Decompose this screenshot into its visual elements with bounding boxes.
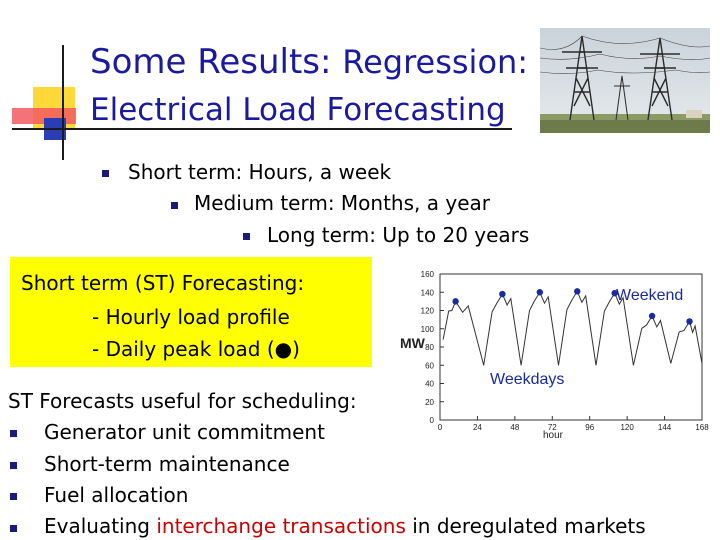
x-tick-label: 48 <box>510 423 519 432</box>
decorative-vertical-line <box>62 45 64 160</box>
use-interchange-prefix: Evaluating <box>44 514 157 538</box>
slide-title-line1: Some Results: Regression: <box>90 45 528 79</box>
x-tick-label: 0 <box>438 423 443 432</box>
bullet-marker <box>171 202 178 209</box>
bullet-marker <box>102 170 109 177</box>
title-part1: Some Results: <box>90 42 332 82</box>
x-tick-label: 144 <box>658 423 672 432</box>
daily-peak-dot <box>536 289 544 296</box>
annotation-weekdays: Weekdays <box>490 371 564 388</box>
x-tick-label: 24 <box>473 423 482 432</box>
daily-peak-dot <box>648 312 656 320</box>
y-tick-label: 160 <box>421 270 435 279</box>
y-tick-label: 100 <box>421 325 435 334</box>
uses-heading: ST Forecasts useful for scheduling: <box>8 389 357 413</box>
x-tick-label: 120 <box>620 423 634 432</box>
x-tick-label: 168 <box>695 423 709 432</box>
bullet-long-term: Long term: Up to 20 years <box>267 223 530 247</box>
slide-title-line2: Electrical Load Forecasting <box>90 92 506 128</box>
y-tick-label: 140 <box>421 288 435 297</box>
title-part2: Regression: <box>342 43 529 81</box>
y-tick-label: 40 <box>425 380 434 389</box>
decorative-horizontal-line <box>12 128 512 130</box>
x-tick-label: 96 <box>585 423 594 432</box>
st-forecasting-box: Short term (ST) Forecasting: - Hourly lo… <box>10 257 372 367</box>
use-fuel: Fuel allocation <box>44 483 189 507</box>
y-tick-label: 20 <box>425 398 434 407</box>
bullet-marker <box>10 525 17 532</box>
bullet-medium-term: Medium term: Months, a year <box>194 191 490 215</box>
use-maintenance: Short-term maintenance <box>44 452 290 476</box>
bullet-marker <box>10 430 17 437</box>
y-axis-label: MW <box>400 335 426 351</box>
daily-peak-dot <box>499 290 506 298</box>
y-tick-label: 80 <box>425 343 434 352</box>
x-axis-label: hour <box>543 430 564 440</box>
power-lines-photo <box>540 28 710 133</box>
y-tick-label: 0 <box>430 416 435 425</box>
bullet-marker <box>243 233 250 240</box>
use-interchange: Evaluating interchange transactions in d… <box>44 516 646 536</box>
bullet-short-term: Short term: Hours, a week <box>128 160 392 184</box>
y-tick-label: 60 <box>425 361 434 370</box>
st-box-daily-peak: - Daily peak load (●) <box>92 337 300 361</box>
daily-peak-dot <box>686 318 693 325</box>
bullet-marker <box>10 462 17 469</box>
use-interchange-highlight: interchange transactions <box>156 514 406 538</box>
st-box-heading: Short term (ST) Forecasting: <box>21 271 305 295</box>
daily-peak-dot <box>574 288 581 295</box>
daily-peak-dot <box>452 298 459 305</box>
st-box-hourly: - Hourly load profile <box>92 305 290 329</box>
y-tick-label: 120 <box>421 307 435 316</box>
use-interchange-suffix: in deregulated markets <box>405 514 646 538</box>
x-tick-label: 72 <box>548 423 557 432</box>
use-generator: Generator unit commitment <box>44 420 325 444</box>
daily-peak-dot <box>611 289 618 297</box>
bullet-marker <box>10 493 17 500</box>
annotation-weekend: Weekend <box>616 287 683 304</box>
